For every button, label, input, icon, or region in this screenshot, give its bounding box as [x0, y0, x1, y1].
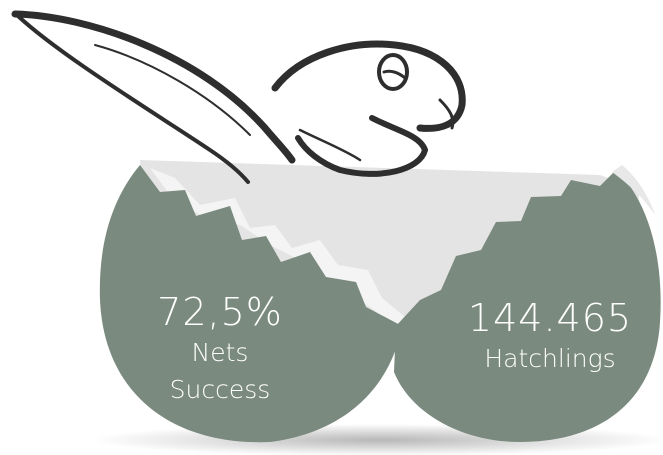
stat-value: 144.465: [455, 296, 645, 340]
stat: 72,5% Nets Success: [140, 290, 300, 408]
stat-value: 72,5%: [140, 290, 300, 334]
turtle: [15, 14, 462, 182]
infographic: 72,5% Nets Success 144.465 Hatchlings: [0, 0, 663, 455]
stat: 144.465 Hatchlings: [455, 296, 645, 377]
illustration: [0, 0, 663, 455]
stat-label: Nets Success: [160, 334, 280, 408]
stat-label: Hatchlings: [455, 340, 645, 377]
